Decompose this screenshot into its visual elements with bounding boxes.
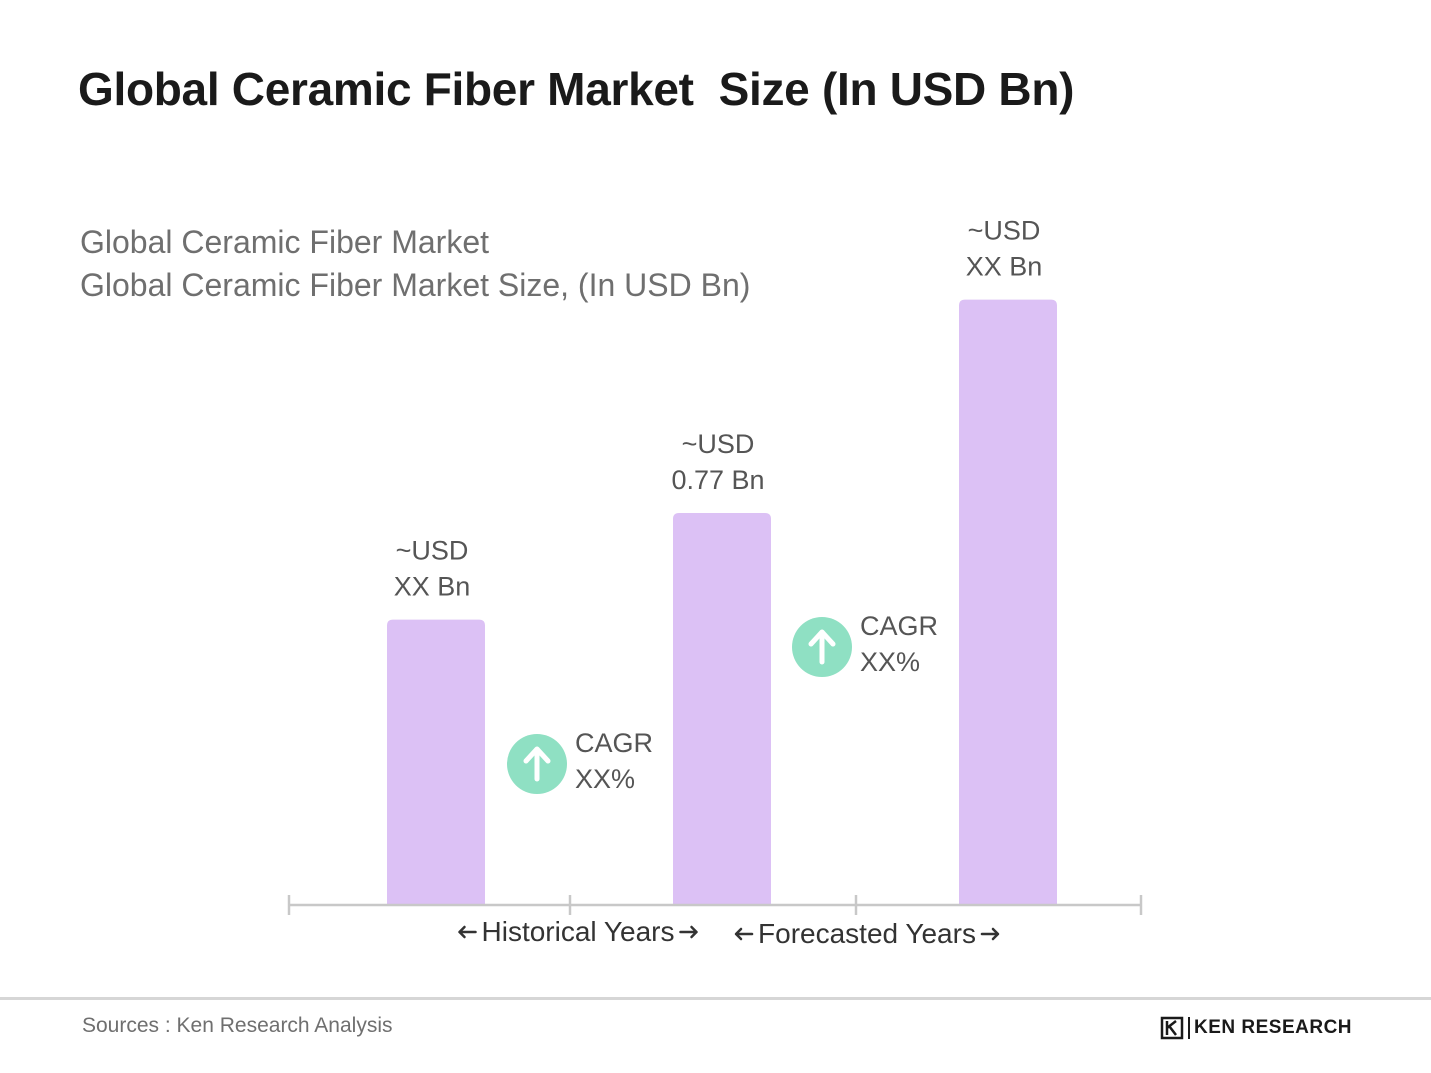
left-arrow-icon [734,927,754,941]
footer-divider [0,997,1431,1000]
right-arrow-icon [679,925,698,939]
period-label-2: Forecasted Years [758,918,976,949]
bar-3-label-value: XX Bn [966,252,1043,282]
bar-2 [673,512,771,904]
bar-2-label-value: 0.77 Bn [671,465,764,495]
cagr-label: CAGR [860,611,938,641]
up-arrow-icon [808,629,836,665]
bar-3-label-prefix: ~USD [968,216,1041,246]
up-arrow-icon [523,746,551,782]
cagr-value: XX% [575,764,635,794]
right-arrow-icon [980,927,1000,941]
cagr-label: CAGR [575,728,653,758]
chart-title: Global Ceramic Fiber Market [80,224,489,260]
bar-3 [959,299,1057,904]
bar-2-label-prefix: ~USD [682,429,755,459]
page-title: Global Ceramic Fiber Market Size (In USD… [78,63,1075,115]
period-label-1: Historical Years [482,916,675,947]
logo-separator [1188,1017,1190,1039]
source-note: Sources : Ken Research Analysis [82,1014,393,1037]
left-arrow-icon [458,925,477,939]
chart-subtitle: Global Ceramic Fiber Market Size, (In US… [80,267,751,303]
logo-text: KEN RESEARCH [1194,1017,1353,1038]
ken-research-logo: KEN RESEARCH [1160,1016,1352,1040]
bar-1-label-prefix: ~USD [396,536,469,566]
bar-1-label-value: XX Bn [394,572,471,602]
cagr-annotation-1: CAGR XX% [507,728,653,794]
cagr-value: XX% [860,647,920,677]
cagr-annotation-2: CAGR XX% [792,611,938,677]
bar-1 [387,619,485,904]
logo-k-icon [1160,1016,1184,1040]
